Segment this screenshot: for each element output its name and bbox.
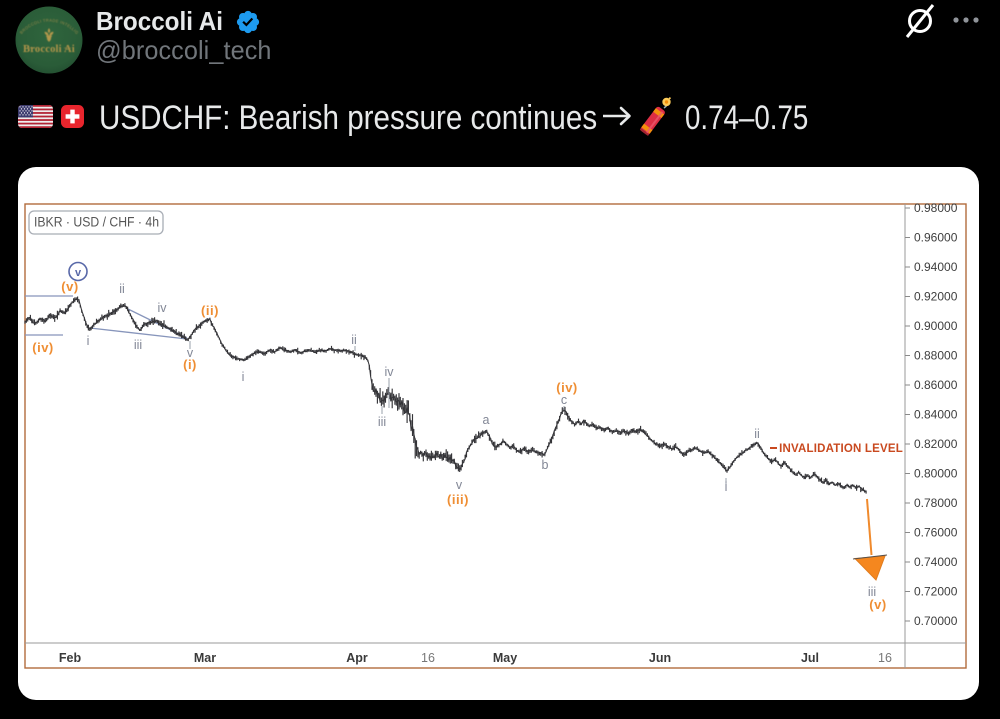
svg-text:iii: iii	[378, 415, 386, 429]
svg-text:ii: ii	[754, 427, 760, 441]
svg-text:16: 16	[878, 651, 892, 665]
svg-text:Mar: Mar	[194, 651, 216, 665]
svg-text:iv: iv	[157, 301, 167, 315]
svg-text:iii: iii	[134, 338, 142, 352]
svg-text:(iv): (iv)	[32, 340, 54, 355]
svg-text:(i): (i)	[183, 357, 197, 372]
svg-text:v: v	[187, 346, 194, 360]
svg-text:May: May	[493, 651, 517, 665]
svg-text:(ii): (ii)	[201, 303, 219, 318]
svg-text:0.98000: 0.98000	[914, 201, 958, 215]
svg-text:0.76000: 0.76000	[914, 526, 958, 540]
svg-text:0.90000: 0.90000	[914, 319, 958, 333]
svg-text:0.86000: 0.86000	[914, 378, 958, 392]
svg-text:v: v	[456, 478, 463, 492]
svg-text:a: a	[483, 413, 490, 427]
svg-text:0.96000: 0.96000	[914, 231, 958, 245]
svg-text:0.70000: 0.70000	[914, 614, 958, 628]
svg-text:iii: iii	[868, 585, 876, 599]
svg-text:Apr: Apr	[346, 651, 368, 665]
svg-text:(v): (v)	[869, 597, 886, 612]
svg-text:INVALIDATION LEVEL: INVALIDATION LEVEL	[779, 443, 903, 455]
svg-text:0.84000: 0.84000	[914, 408, 958, 422]
svg-text:b: b	[542, 458, 549, 472]
svg-text:i: i	[725, 480, 728, 494]
svg-text:0.88000: 0.88000	[914, 349, 958, 363]
svg-text:0.94000: 0.94000	[914, 260, 958, 274]
svg-text:v: v	[75, 267, 82, 279]
svg-text:IBKR · USD / CHF · 4h: IBKR · USD / CHF · 4h	[34, 215, 159, 230]
svg-text:0.74000: 0.74000	[914, 555, 958, 569]
svg-text:Jul: Jul	[801, 651, 819, 665]
svg-text:i: i	[87, 334, 90, 348]
svg-text:c: c	[561, 393, 567, 407]
svg-text:0.78000: 0.78000	[914, 496, 958, 510]
svg-text:16: 16	[421, 651, 435, 665]
svg-text:(iii): (iii)	[447, 492, 469, 507]
svg-text:Jun: Jun	[649, 651, 671, 665]
svg-text:0.82000: 0.82000	[914, 437, 958, 451]
svg-text:ii: ii	[119, 282, 125, 296]
svg-text:0.92000: 0.92000	[914, 290, 958, 304]
svg-text:i: i	[242, 370, 245, 384]
svg-text:(iv): (iv)	[556, 380, 578, 395]
svg-text:Broccoli Ai: Broccoli Ai	[23, 44, 75, 55]
svg-text:ii: ii	[351, 333, 357, 347]
svg-text:Feb: Feb	[59, 651, 82, 665]
svg-text:0.80000: 0.80000	[914, 467, 958, 481]
svg-text:(v): (v)	[61, 279, 78, 294]
svg-text:iv: iv	[384, 365, 394, 379]
svg-text:0.72000: 0.72000	[914, 585, 958, 599]
